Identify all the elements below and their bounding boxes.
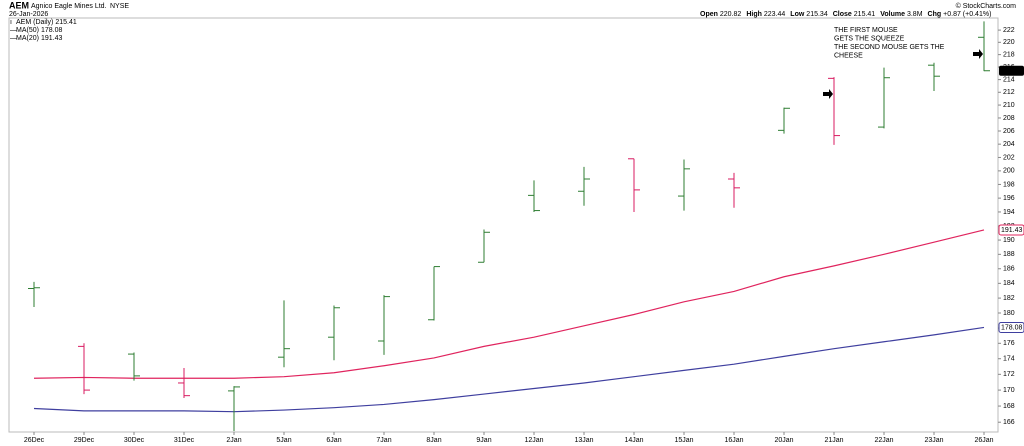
y-tick-label: 210 [1003,102,1015,109]
symbol: AEM [9,0,29,10]
quote-value: 223.44 [764,11,786,18]
price-box [998,321,1024,333]
quote-value: 215.34 [806,11,828,18]
y-tick-label: 170 [1003,387,1015,394]
legend-name: AEM (Daily) [16,19,53,26]
x-tick-label: 21Jan [824,437,843,444]
y-tick-label: 168 [1003,403,1015,410]
legend-symbol: — [10,27,17,34]
price-box [998,224,1024,236]
company: Agnico Eagle Mines Ltd. [31,3,107,10]
y-tick-label: 190 [1003,237,1015,244]
y-tick-label: 176 [1003,340,1015,347]
x-tick-label: 6Jan [326,437,341,444]
legend-name: MA(50) [16,27,39,34]
x-tick-label: 2Jan [226,437,241,444]
y-tick-label: 202 [1003,154,1015,161]
price-box-label: 191.43 [1001,227,1023,234]
price-box-label: 215.41 [1001,68,1023,75]
annotation: CHEESE [834,52,863,59]
quote-value: 3.8M [907,11,923,18]
x-tick-label: 26Dec [24,437,45,444]
y-tick-label: 208 [1003,115,1015,122]
y-tick-label: 212 [1003,89,1015,96]
quote-label: High [746,11,762,18]
x-tick-label: 26Jan [974,437,993,444]
y-tick-label: 180 [1003,310,1015,317]
y-tick-label: 198 [1003,181,1015,188]
x-tick-label: 7Jan [376,437,391,444]
quote-label: Close [833,11,852,18]
x-tick-label: 12Jan [524,437,543,444]
y-tick-label: 222 [1003,27,1015,34]
exchange: NYSE [110,3,129,10]
x-tick-label: 15Jan [674,437,693,444]
x-tick-label: 31Dec [174,437,195,444]
y-tick-label: 214 [1003,76,1015,83]
legend-value: 178.08 [41,27,63,34]
x-tick-label: 23Jan [924,437,943,444]
legend-symbol: — [10,35,17,42]
y-tick-label: 184 [1003,280,1015,287]
y-tick-label: 204 [1003,141,1015,148]
plot-frame [8,17,999,433]
quote-label: Chg [928,11,942,18]
ma-line [33,326,985,413]
y-tick-label: 206 [1003,128,1015,135]
x-tick-label: 9Jan [476,437,491,444]
price-box-label: 178.08 [1001,324,1023,331]
arrow [823,89,833,99]
arrow [973,49,983,59]
price-box [999,65,1024,76]
x-tick-label: 16Jan [724,437,743,444]
x-tick-label: 14Jan [624,437,643,444]
quote-label: Volume [880,11,905,18]
y-tick-label: 218 [1003,51,1015,58]
source: © StockCharts.com [956,2,1017,10]
legend-value: 191.43 [41,35,63,42]
y-tick-label: 186 [1003,266,1015,273]
x-tick-label: 20Jan [774,437,793,444]
quote-label: Open [700,11,718,18]
quote-value: 215.41 [854,11,876,18]
annotation: GETS THE SQUEEZE [834,35,905,42]
annotation: THE SECOND MOUSE GETS THE [834,44,945,51]
legend-value: 215.41 [55,19,77,26]
y-tick-label: 196 [1003,195,1015,202]
y-tick-label: 220 [1003,39,1015,46]
quote-value: 220.82 [720,11,742,18]
ma-line [33,229,985,379]
x-tick-label: 13Jan [574,437,593,444]
x-tick-label: 30Dec [124,437,145,444]
quote-label: Low [790,11,805,18]
y-tick-label: 174 [1003,356,1015,363]
x-tick-label: 22Jan [874,437,893,444]
x-tick-label: 8Jan [426,437,441,444]
y-tick-label: 172 [1003,371,1015,378]
quote-value: +0.87 (+0.41%) [943,11,991,18]
y-tick-label: 188 [1003,251,1015,258]
annotation: THE FIRST MOUSE [834,27,898,34]
x-tick-label: 29Dec [74,437,95,444]
quote: Open 220.82 High 223.44 Low 215.34 Close 215.41… [700,11,991,18]
y-tick-label: 200 [1003,168,1015,175]
x-tick-label: 5Jan [276,437,291,444]
legend-name: MA(20) [16,35,39,42]
legend-symbol: ı [10,19,12,26]
y-tick-label: 166 [1003,419,1015,426]
date: 26-Jan-2026 [9,11,48,18]
y-tick-label: 182 [1003,295,1015,302]
legend: ı AEM (Daily) 215.41 — MA(50) 178.08 — MA(20) 19… [10,19,77,42]
y-tick-label: 194 [1003,209,1015,216]
